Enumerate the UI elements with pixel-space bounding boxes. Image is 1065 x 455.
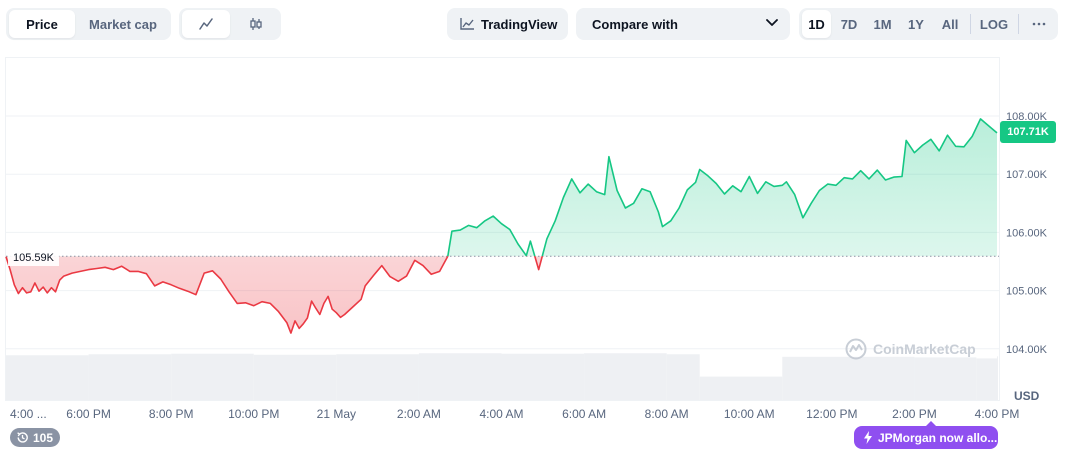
x-tick-label: 2:00 AM [397,407,441,421]
x-axis-ticks: 4:00 ... 6:00 PM 8:00 PM 10:00 PM 21 May 2:00… [10,407,1019,421]
compare-with-label: Compare with [592,17,678,32]
news-event-text: JPMorgan now allo... [878,430,998,445]
metric-switch: Price Market cap [6,8,171,40]
x-tick-label: 2:00 PM [892,407,937,421]
y-tick-label: 105.00K [1006,286,1048,298]
line-chart-icon [199,18,213,30]
x-tick-label: 8:00 PM [149,407,194,421]
volume-bar [782,356,915,400]
line-chart-button[interactable] [182,10,230,38]
y-tick-label: 106.00K [1006,227,1048,239]
range-1d[interactable]: 1D [802,10,831,38]
more-options-button[interactable] [1022,10,1055,38]
price-area [6,118,997,334]
y-tick-label: 108.00K [1006,111,1048,123]
price-line-down [5,256,544,334]
x-tick-label: 6:00 AM [562,407,606,421]
x-tick-label: 10:00 AM [724,407,775,421]
tradingview-button[interactable]: TradingView [447,8,568,40]
price-chart-svg: 104.00K 105.00K 106.00K 107.00K 108.00K 4:00… [5,57,1048,421]
currency-label: USD [1014,389,1040,403]
plot-frame [5,57,1000,401]
y-tick-label: 107.00K [1006,169,1048,181]
tradingview-chart-icon [460,18,474,30]
x-tick-label: 4:00 PM [975,407,1020,421]
y-axis-ticks: 104.00K 105.00K 106.00K 107.00K 108.00K [1006,111,1048,356]
x-tick-label: 6:00 PM [66,407,111,421]
tab-price[interactable]: Price [9,10,75,38]
range-7d[interactable]: 7D [840,16,858,32]
news-pointer [926,421,936,426]
log-scale-toggle[interactable]: LOG [979,16,1009,32]
range-divider [970,14,971,34]
range-divider-2 [1018,14,1019,34]
volume-marker-value: 105 [33,430,54,445]
volume-bars [6,353,998,400]
candlestick-icon [249,18,262,30]
range-1y[interactable]: 1Y [908,16,924,32]
volume-bar [976,358,997,400]
volume-bar [914,357,977,400]
x-tick-label: 8:00 AM [645,407,689,421]
watermark-text: CoinMarketCap [873,341,976,357]
x-tick-label: 4:00 ... [10,407,47,421]
compare-with-dropdown[interactable]: Compare with [576,8,790,40]
news-event-badge[interactable]: JPMorgan now allo... [854,426,998,449]
price-chart[interactable]: 104.00K 105.00K 106.00K 107.00K 108.00K 4:00… [0,52,1065,455]
x-tick-label: 21 May [317,407,356,421]
coinmarketcap-logo-icon [845,338,867,360]
history-clock-icon [17,432,28,443]
volume-bar [253,354,337,400]
range-all[interactable]: All [941,16,959,32]
chart-toolbar: Price Market cap TradingView Compare wit… [0,0,1065,50]
volume-bar [997,356,998,400]
range-1m[interactable]: 1M [873,16,892,32]
price-area-down [6,256,997,334]
price-line-up [446,118,998,257]
volume-bar [584,353,667,400]
chevron-down-icon [766,19,778,26]
x-tick-label: 10:00 PM [228,407,279,421]
x-tick-label: 4:00 AM [479,407,523,421]
volume-bar [6,355,89,400]
open-price-label: 105.59K [8,250,59,266]
coinmarketcap-watermark: CoinMarketCap [845,338,976,360]
volume-bar [666,354,700,400]
volume-bar [171,353,254,400]
x-tick-label: 12:00 PM [806,407,857,421]
volume-bar [88,354,172,400]
volume-marker[interactable]: 105 [10,428,61,447]
volume-bar [418,353,502,400]
more-horizontal-icon [1032,22,1045,26]
current-price-badge: 107.71K [1000,121,1056,143]
lightning-icon [864,431,872,444]
volume-bar [336,354,419,400]
volume-bar [501,353,585,400]
tradingview-label: TradingView [481,16,558,32]
range-switch: 1D 7D 1M 1Y All LOG [799,8,1058,40]
chart-style-switch [179,8,281,40]
candlestick-button[interactable] [233,10,278,38]
y-tick-label: 104.00K [1006,344,1048,356]
price-area-up [447,118,997,257]
volume-bar [699,376,783,400]
tab-market-cap[interactable]: Market cap [89,16,157,32]
price-line [5,118,998,334]
